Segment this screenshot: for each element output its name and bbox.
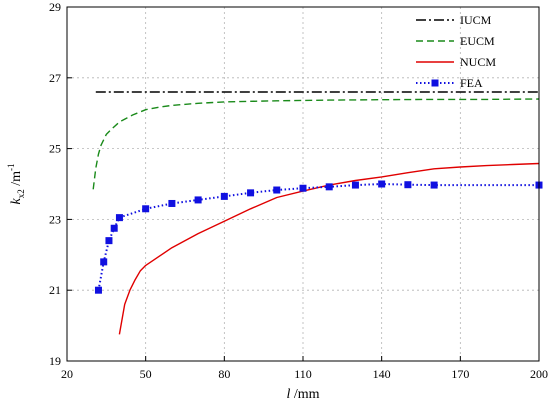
y-axis-label-symbol: k [9,198,24,205]
data-point-fea [100,258,108,266]
data-point-fea [325,183,333,191]
data-point-fea [142,205,150,213]
y-axis-label-unit: /m [9,171,24,189]
data-point-fea [247,189,255,197]
x-axis-label-symbol: l [286,387,290,402]
series-layer [92,91,543,335]
data-point-fea [404,181,412,189]
y-tick-label: 21 [49,283,61,297]
x-axis-label-unit: /mm [290,387,319,402]
data-point-fea [351,181,359,189]
data-point-fea [94,286,102,294]
x-tick-label: 110 [294,367,312,381]
data-point-fea [378,180,386,188]
data-point-fea [220,192,228,200]
legend-label-iucm: IUCM [460,13,492,27]
legend-label-fea: FEA [460,76,483,90]
legend-label-eucm: EUCM [460,34,495,48]
x-axis-label: l /mm [286,387,319,402]
x-tick-label: 50 [140,367,152,381]
axis-ticks: 20 50 80 110 140 170 200 19 21 23 25 27 29 [49,0,548,381]
x-tick-label: 170 [451,367,469,381]
legend-label-nucm: NUCM [460,55,496,69]
data-point-fea [110,224,118,232]
legend: IUCM EUCM NUCM FEA [416,13,496,90]
y-tick-label: 19 [49,354,61,368]
data-point-fea [194,196,202,204]
legend-marker-fea [431,79,439,87]
data-point-fea [105,237,113,245]
data-point-fea [430,181,438,189]
y-tick-label: 23 [49,212,61,226]
x-tick-label: 140 [373,367,391,381]
x-tick-label: 20 [61,367,73,381]
y-axis-label: kx2 /m-1 [6,164,26,205]
series-line-eucm [92,98,540,190]
y-axis-label-subscript: x2 [16,189,26,198]
data-point-fea [115,214,123,222]
x-tick-label: 200 [530,367,548,381]
data-point-fea [299,184,307,192]
y-axis-label-superscript: -1 [6,164,16,172]
data-point-fea [273,186,281,194]
series-line-fea [97,183,539,291]
x-tick-label: 80 [218,367,230,381]
data-point-fea [168,199,176,207]
y-tick-label: 25 [49,142,61,156]
y-tick-label: 29 [49,0,61,14]
series-line-nucm [118,162,540,335]
y-tick-label: 27 [49,71,61,85]
